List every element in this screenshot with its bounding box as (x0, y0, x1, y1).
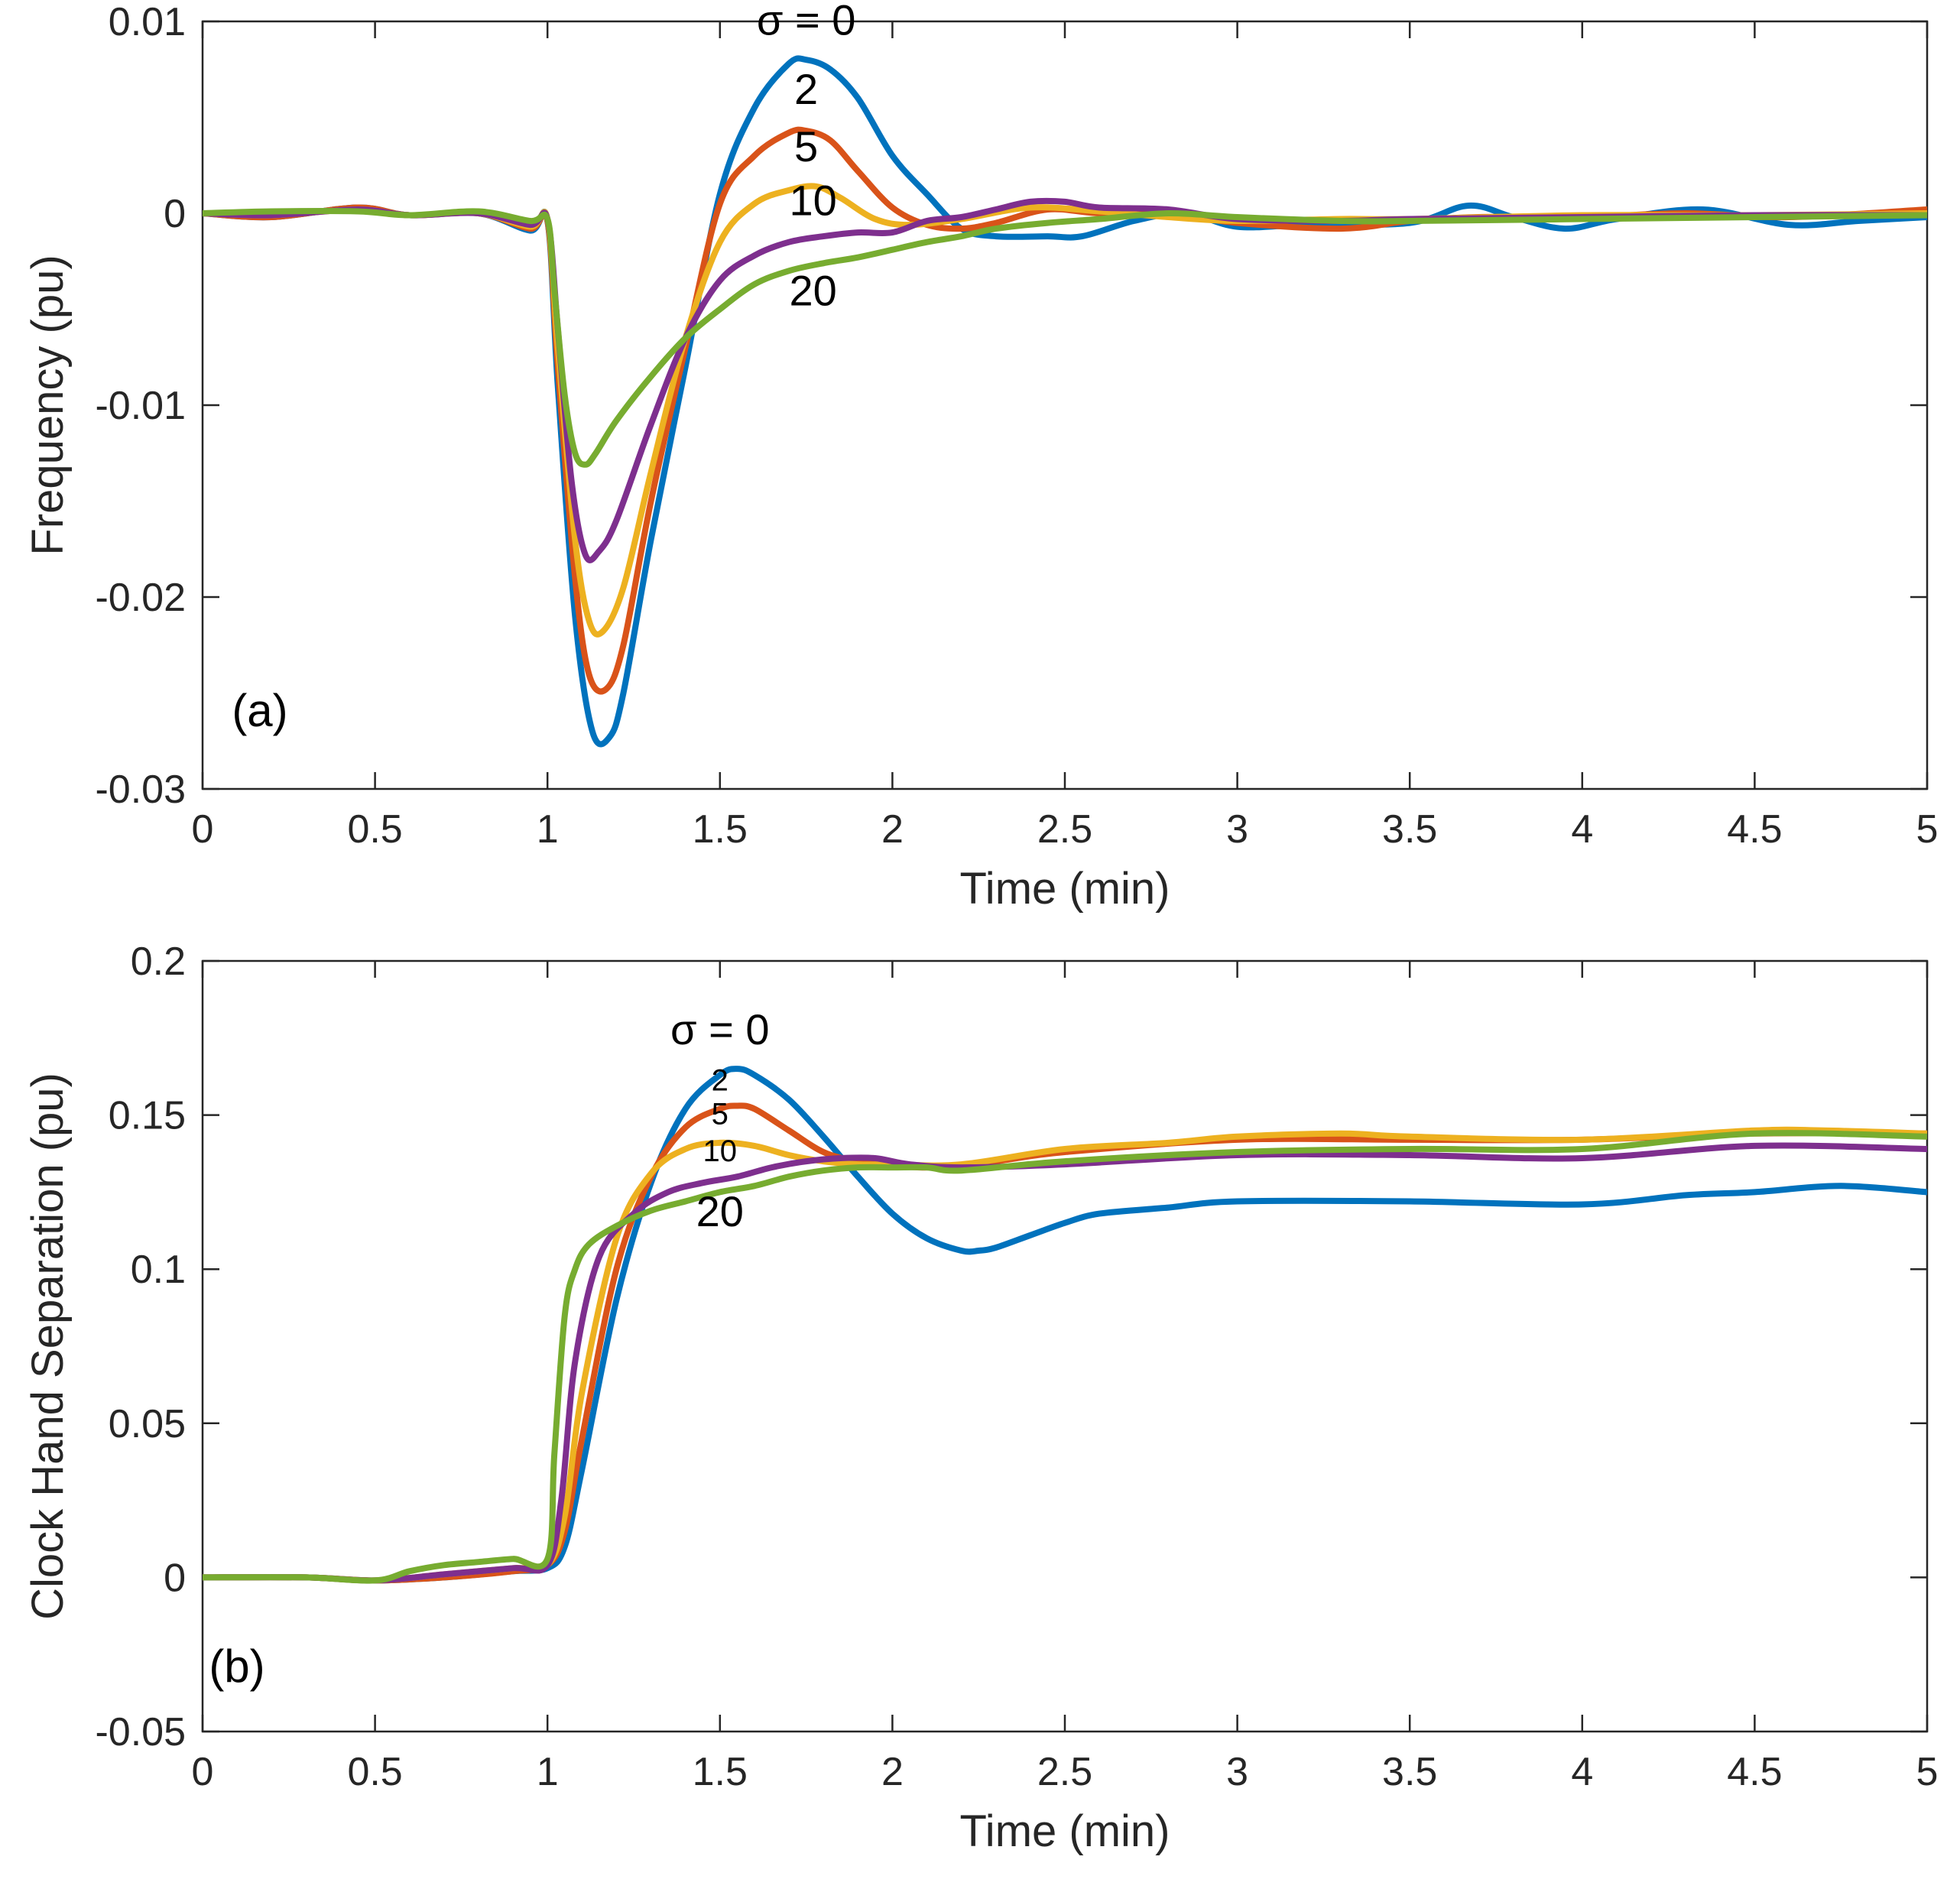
panel-label: (b) (209, 1641, 264, 1692)
x-tick-label: 2.5 (1037, 807, 1092, 852)
curve-label: 10 (703, 1134, 738, 1168)
x-tick-label: 0 (192, 807, 214, 852)
x-tick-label: 2.5 (1037, 1750, 1092, 1794)
series-group (203, 55, 1927, 748)
x-tick-label: 3 (1226, 1750, 1248, 1794)
y-tick-label: -0.03 (95, 768, 186, 812)
series-line-sigma-0 (203, 1066, 1927, 1584)
plot-frame (201, 20, 1929, 790)
x-tick-label: 1.5 (693, 807, 748, 852)
series-line-sigma-20 (203, 208, 1927, 468)
x-tick-label: 4.5 (1727, 807, 1782, 852)
plot-frame (201, 959, 1929, 1733)
curve-label: 2 (794, 65, 818, 113)
curve-label: 10 (789, 177, 836, 225)
y-tick-label: 0.05 (109, 1402, 186, 1446)
curve-label: 2 (712, 1063, 729, 1097)
x-tick-label: 1 (537, 807, 559, 852)
x-tick-label: 5 (1916, 1750, 1939, 1794)
y-tick-label: 0 (164, 192, 186, 236)
curve-label: 20 (696, 1187, 744, 1235)
x-tick-label: 4 (1571, 807, 1593, 852)
curve-label: 5 (794, 122, 818, 170)
x-tick-label: 0.5 (347, 1750, 402, 1794)
x-tick-label: 4.5 (1727, 1750, 1782, 1794)
y-tick-label: 0.1 (131, 1248, 186, 1292)
chart-panel-a: 0 0.5 1 1.5 2 2.5 3 3.5 4 4.5 5 -0.03 -0.02 -0.01 0 0.0… (23, 0, 1938, 914)
curve-label: σ = 0 (670, 1005, 770, 1053)
series-line-sigma-10 (203, 1142, 1927, 1584)
y-tick-label: -0.02 (95, 576, 186, 620)
x-tick-label: 2 (881, 1750, 904, 1794)
x-axis-label: Time (min) (960, 864, 1170, 914)
x-tick-label: 3.5 (1382, 1750, 1437, 1794)
y-tick-label: 0.01 (109, 0, 186, 44)
series-group (203, 1066, 1927, 1584)
x-tick-label: 0.5 (347, 807, 402, 852)
chart-panel-b: 0 0.5 1 1.5 2 2.5 3 3.5 4 4.5 5-0.0500.050.10.150.… (23, 940, 1938, 1856)
x-tick-label: 2 (881, 807, 904, 852)
y-tick-label: 0.2 (131, 940, 186, 984)
y-tick-label: -0.01 (95, 384, 186, 428)
curve-label: 5 (712, 1098, 729, 1131)
y-tick-label: 0 (164, 1556, 186, 1600)
x-tick-label: 1.5 (693, 1750, 748, 1794)
series-line-sigma-20 (203, 1130, 1927, 1584)
x-tick-label: 5 (1916, 807, 1939, 852)
y-axis-label: Clock Hand Separation (pu) (23, 1073, 73, 1620)
x-tick-label: 1 (537, 1750, 559, 1794)
y-tick-label: 0.15 (109, 1094, 186, 1138)
curve-label: 20 (789, 266, 836, 314)
x-tick-label: 4 (1571, 1750, 1593, 1794)
x-tick-label: 3 (1226, 807, 1248, 852)
x-tick-label: 0 (192, 1750, 214, 1794)
panel-label: (a) (232, 685, 287, 736)
curve-label: σ = 0 (757, 0, 856, 44)
y-axis-label: Frequency (pu) (23, 255, 73, 555)
x-tick-label: 3.5 (1382, 807, 1437, 852)
y-tick-label: -0.05 (95, 1710, 186, 1754)
x-axis-label: Time (min) (960, 1806, 1170, 1856)
